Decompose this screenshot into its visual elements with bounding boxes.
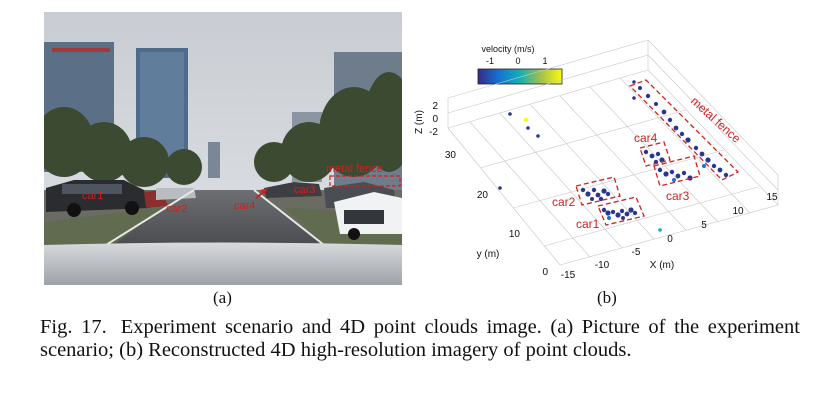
x-tick: -5 [632, 247, 641, 258]
photo-car2-label: car2 [166, 203, 187, 215]
y-axis-label: y (m) [477, 249, 500, 260]
photo-car3-label: car3 [294, 184, 315, 196]
colorbar-title: velocity (m/s) [481, 44, 534, 54]
photo-fence-label: metal fence [326, 163, 383, 175]
caption-text: Experiment scenario and 4D point clouds … [40, 316, 800, 361]
y-tick: 20 [477, 190, 489, 201]
x-tick: -15 [561, 270, 576, 281]
x-tick: 0 [667, 234, 673, 245]
colorbar: velocity (m/s) -1 0 1 [477, 44, 563, 85]
x-axis: -15 -10 -5 0 5 10 15 X (m) [561, 192, 778, 281]
z-tick: 2 [432, 101, 438, 112]
y-tick: 0 [542, 267, 548, 278]
x-tick: -10 [595, 260, 610, 271]
colorbar-tick: -1 [486, 56, 494, 66]
point-cloud [498, 80, 729, 232]
colorbar-gradient [477, 68, 563, 85]
panel-a-label: (a) [213, 288, 232, 307]
photo-car4-label: car4 [234, 200, 255, 212]
caption-lead: Fig. 17. [40, 316, 107, 338]
figure-caption: Fig. 17. Experiment scenario and 4D point… [40, 316, 800, 362]
parked-cars-right [264, 182, 402, 240]
scenario-photo-drawing: car1 car2 car4 car3 metal fence [44, 12, 402, 285]
x-axis-label: X (m) [650, 260, 674, 271]
x-tick: 15 [766, 192, 778, 203]
ego-car-hood [44, 242, 402, 285]
parked-cars-left [46, 180, 196, 217]
z-tick: 0 [432, 114, 438, 125]
z-axis-label: Z (m) [414, 110, 425, 134]
y-axis: 30 20 10 0 y (m) [445, 150, 549, 278]
y-tick: 30 [445, 150, 457, 161]
z-axis: 2 0 -2 Z (m) [414, 101, 438, 138]
trees [44, 72, 402, 187]
plot-annotations: car1 car2 car4 car3 metal fence [552, 94, 744, 231]
photo-annotations: car1 car2 car4 car3 metal fence [82, 163, 401, 215]
plot-car4-label: car4 [634, 131, 658, 145]
y-tick: 10 [509, 229, 521, 240]
cluster-boxes [575, 79, 740, 226]
axes-box [447, 39, 779, 266]
road [106, 190, 324, 245]
x-tick: 5 [701, 220, 707, 231]
point-cloud-svg: velocity (m/s) -1 0 1 [414, 39, 779, 281]
panel-b-label: (b) [597, 288, 617, 307]
photo-car1-label: car1 [82, 190, 103, 202]
x-tick: 10 [732, 206, 744, 217]
z-tick: -2 [429, 127, 438, 138]
plot-car2-label: car2 [552, 195, 576, 209]
colorbar-tick: 0 [515, 56, 520, 66]
plot-car3-label: car3 [666, 189, 690, 203]
colorbar-tick: 1 [542, 56, 547, 66]
plot-car1-label: car1 [576, 217, 600, 231]
scenario-photo: car1 car2 car4 car3 metal fence [44, 12, 402, 285]
point-cloud-plot: velocity (m/s) -1 0 1 [408, 10, 808, 290]
